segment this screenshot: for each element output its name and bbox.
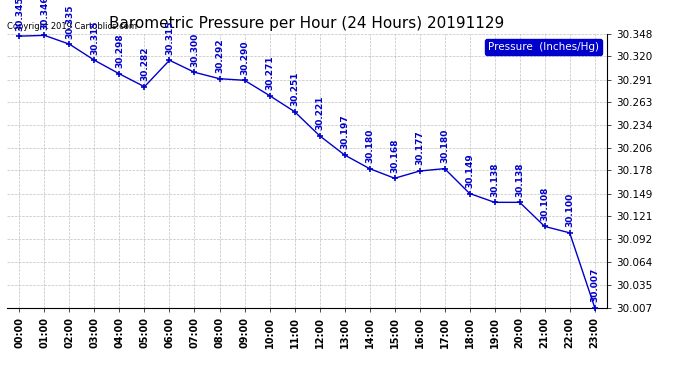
Text: 30.292: 30.292 xyxy=(215,39,224,73)
Text: 30.177: 30.177 xyxy=(415,131,424,165)
Text: 30.100: 30.100 xyxy=(565,193,574,227)
Text: 30.138: 30.138 xyxy=(515,162,524,197)
Text: 30.168: 30.168 xyxy=(390,138,399,173)
Text: 30.251: 30.251 xyxy=(290,72,299,106)
Text: 30.345: 30.345 xyxy=(15,0,24,31)
Text: 30.315: 30.315 xyxy=(90,20,99,55)
Text: 30.298: 30.298 xyxy=(115,34,124,68)
Legend: Pressure  (Inches/Hg): Pressure (Inches/Hg) xyxy=(485,39,602,55)
Text: 30.180: 30.180 xyxy=(365,129,374,163)
Text: 30.197: 30.197 xyxy=(340,115,349,149)
Text: 30.221: 30.221 xyxy=(315,96,324,130)
Text: 30.149: 30.149 xyxy=(465,153,474,188)
Text: 30.138: 30.138 xyxy=(490,162,499,197)
Text: 30.271: 30.271 xyxy=(265,56,274,90)
Text: 30.007: 30.007 xyxy=(590,268,599,302)
Text: 30.315: 30.315 xyxy=(165,20,174,55)
Text: 30.335: 30.335 xyxy=(65,4,74,39)
Text: 30.108: 30.108 xyxy=(540,186,549,221)
Text: Copyright 2019 Cartoblics.com: Copyright 2019 Cartoblics.com xyxy=(7,22,137,31)
Text: 30.180: 30.180 xyxy=(440,129,449,163)
Text: 30.290: 30.290 xyxy=(240,40,249,75)
Text: 30.300: 30.300 xyxy=(190,33,199,67)
Text: 30.282: 30.282 xyxy=(140,46,149,81)
Text: 30.346: 30.346 xyxy=(40,0,49,30)
Title: Barometric Pressure per Hour (24 Hours) 20191129: Barometric Pressure per Hour (24 Hours) … xyxy=(110,16,504,31)
